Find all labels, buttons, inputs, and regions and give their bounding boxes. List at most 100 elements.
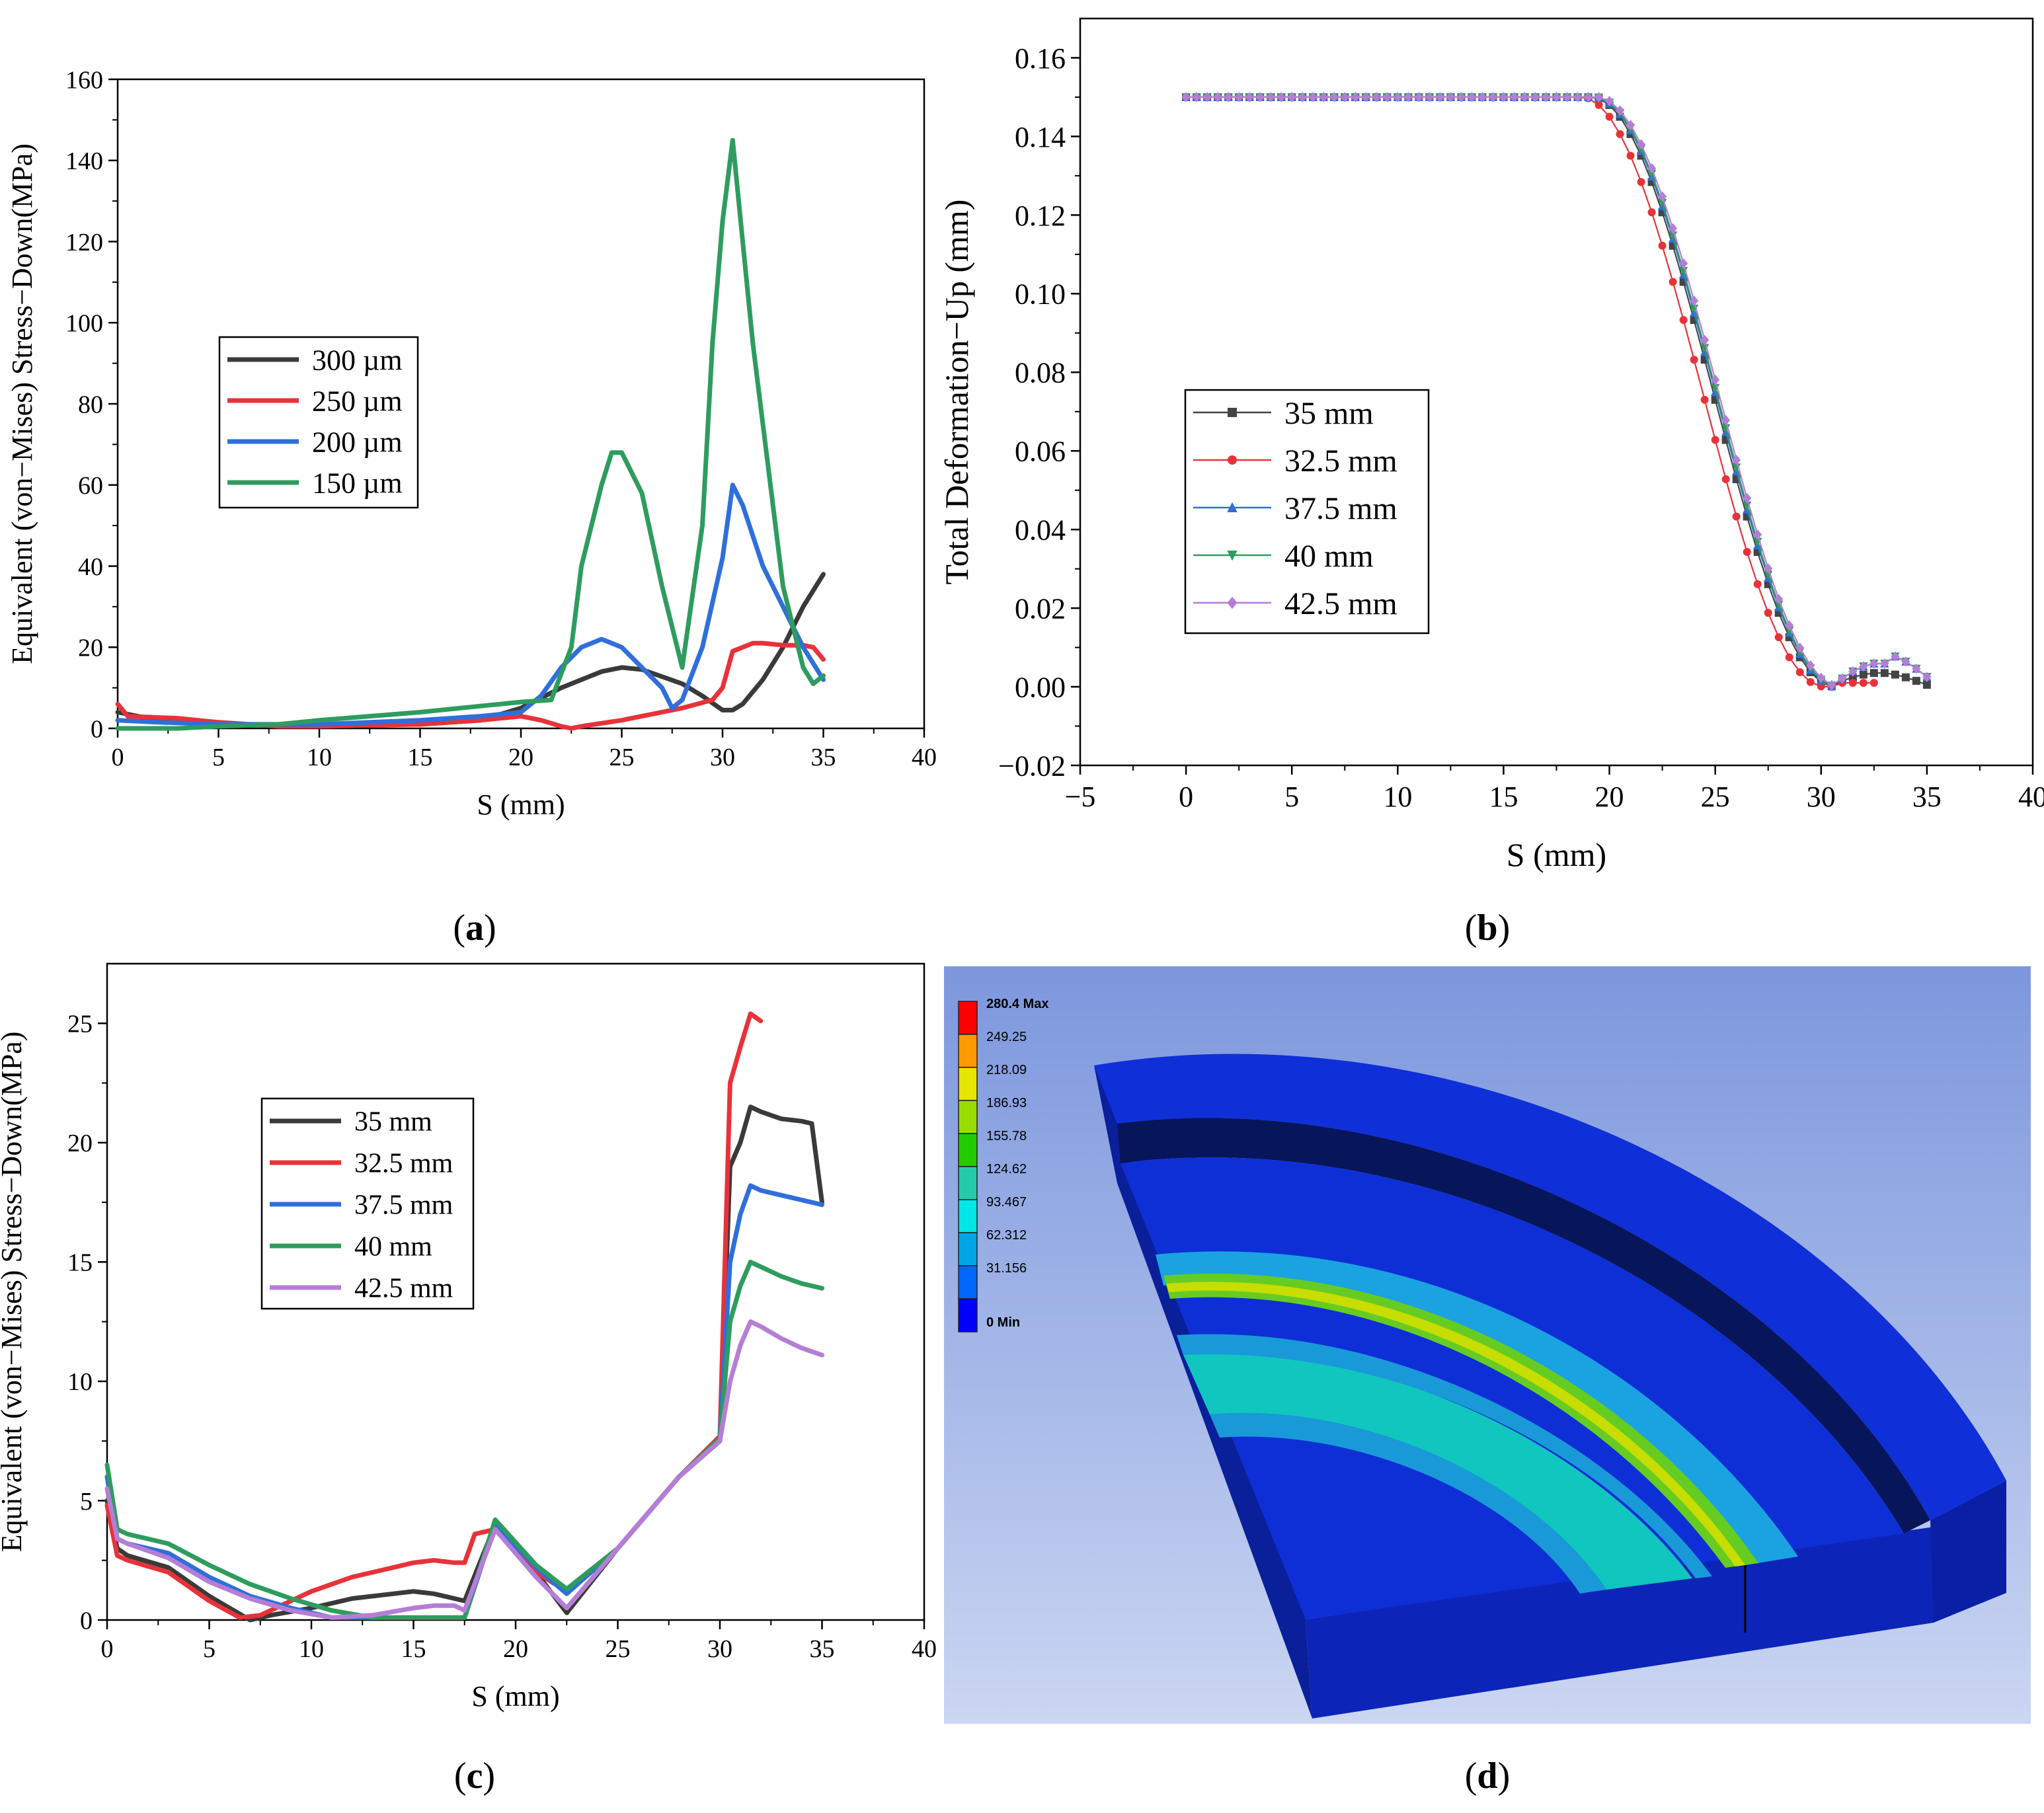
marker-diamond: [1806, 660, 1815, 671]
x-tick-label: 20: [508, 744, 533, 771]
marker-circle: [1605, 112, 1614, 121]
marker-diamond: [1224, 92, 1233, 102]
marker-diamond: [1679, 258, 1688, 269]
colorbar-label: 280.4 Max: [986, 997, 1049, 1011]
marker-diamond: [1859, 661, 1868, 672]
marker-circle: [1647, 208, 1656, 217]
y-tick-label: 0.00: [1015, 671, 1066, 703]
y-tick-label: 0.08: [1015, 357, 1066, 389]
marker-diamond: [1372, 92, 1381, 102]
x-tick-label: 25: [609, 744, 635, 771]
marker-circle: [1700, 395, 1709, 404]
marker-diamond: [1615, 105, 1625, 116]
marker-diamond: [1743, 492, 1752, 504]
legend: 35 mm 32.5 mm 37.5 mm 40 mm 42.5 mm: [260, 1097, 475, 1310]
legend-label: 200 µm: [312, 426, 403, 458]
panel-label-b: (b): [1465, 907, 1510, 948]
marker-square: [1228, 408, 1237, 417]
marker-square: [1922, 681, 1931, 689]
marker-diamond: [1922, 672, 1932, 682]
marker-diamond: [1732, 455, 1741, 465]
fea-outer-rim: [1094, 1054, 2006, 1520]
fea-groove: [1117, 1118, 1930, 1533]
marker-circle: [1721, 475, 1730, 484]
marker-diamond: [1753, 529, 1762, 540]
marker-square: [1880, 669, 1889, 677]
legend: 300 µm 250 µm 200 µm 150 µm: [218, 336, 419, 509]
marker-diamond: [1308, 92, 1317, 102]
marker-diamond: [1393, 92, 1402, 102]
marker-diamond: [1266, 92, 1275, 102]
marker-circle: [1616, 130, 1624, 138]
marker-circle: [1774, 633, 1783, 642]
marker-diamond: [1912, 663, 1921, 674]
marker-triangle-down: [1647, 169, 1657, 179]
panel-label-c: (c): [454, 1755, 495, 1796]
x-tick-label: 10: [1383, 781, 1412, 813]
x-tick-label: 35: [811, 744, 836, 771]
x-tick-label: 20: [1595, 781, 1624, 813]
x-tick-label: 25: [606, 1635, 631, 1663]
marker-diamond: [1234, 92, 1243, 102]
series-line: [115, 482, 826, 727]
fea-front-face: [1306, 1527, 1934, 1718]
legend-label: 35 mm: [354, 1107, 432, 1138]
marker-circle: [1848, 679, 1857, 687]
marker-square: [1912, 677, 1920, 685]
colorbar: 280.4 Max 249.25 218.09 186.93 155.78 124.62 9…: [958, 997, 1049, 1332]
panel-label-a: (a): [453, 907, 496, 948]
y-tick-label: 80: [78, 391, 103, 418]
legend-box: [1184, 389, 1430, 635]
series-5: [1181, 92, 1932, 691]
colorbar-swatch: [958, 1166, 978, 1200]
legend-label: 42.5 mm: [1284, 586, 1397, 621]
series-5: [104, 1319, 824, 1620]
series-4: [104, 1259, 824, 1620]
marker-circle: [1658, 241, 1667, 250]
marker-diamond: [1509, 92, 1519, 102]
marker-diamond: [1604, 96, 1614, 106]
y-tick-label: 20: [67, 1130, 93, 1157]
chart-c: 0 5 10 15 20 25 30 35 40 0 5 10 15 20 25 S (mm) Equivale…: [0, 962, 937, 1713]
y-axis-label: Total Deformation−Up (mm): [938, 200, 975, 585]
colorbar-label: 218.09: [986, 1063, 1027, 1077]
marker-triangle: [1227, 502, 1238, 512]
colorbar-label: 124.62: [986, 1162, 1027, 1177]
marker-diamond: [1530, 92, 1540, 102]
marker-diamond: [1255, 92, 1265, 102]
marker-diamond: [1329, 92, 1339, 102]
marker-diamond: [1541, 92, 1551, 102]
legend-label: 35 mm: [1284, 396, 1374, 431]
colorbar-label: 62.312: [986, 1228, 1027, 1243]
marker-square: [1901, 673, 1910, 681]
marker-diamond: [1785, 620, 1794, 631]
x-tick-label: 5: [203, 1635, 216, 1663]
colorbar-label: 93.467: [986, 1195, 1027, 1210]
x-axis-label: S (mm): [1507, 836, 1606, 873]
y-tick-label: 0.10: [1015, 278, 1066, 311]
x-tick-label: 0: [112, 744, 124, 771]
legend-label: 37.5 mm: [1284, 491, 1397, 526]
marker-diamond: [1647, 163, 1657, 174]
y-axis-label: Equivalent (von−Mises) Stress−Down(MPa): [6, 143, 38, 664]
marker-diamond: [1245, 92, 1254, 102]
y-tick-label: 160: [65, 66, 103, 94]
marker-circle: [1859, 679, 1867, 687]
marker-diamond: [1583, 92, 1593, 102]
y-tick-label: 15: [67, 1249, 93, 1277]
x-tick-label: −5: [1065, 781, 1096, 813]
legend-label: 150 µm: [312, 467, 403, 499]
marker-diamond: [1361, 92, 1370, 102]
panel-label-d: (d): [1465, 1755, 1510, 1796]
marker-diamond: [1827, 679, 1836, 691]
marker-diamond: [1795, 642, 1805, 653]
x-tick-label: 10: [307, 744, 332, 771]
marker-circle: [1732, 512, 1741, 521]
colorbar-swatch: [958, 1100, 978, 1134]
marker-circle: [1869, 679, 1878, 687]
marker-diamond: [1456, 92, 1466, 102]
marker-diamond: [1891, 651, 1900, 662]
x-tick-label: 40: [2018, 781, 2044, 813]
marker-diamond: [1181, 92, 1191, 102]
marker-diamond: [1658, 191, 1667, 202]
